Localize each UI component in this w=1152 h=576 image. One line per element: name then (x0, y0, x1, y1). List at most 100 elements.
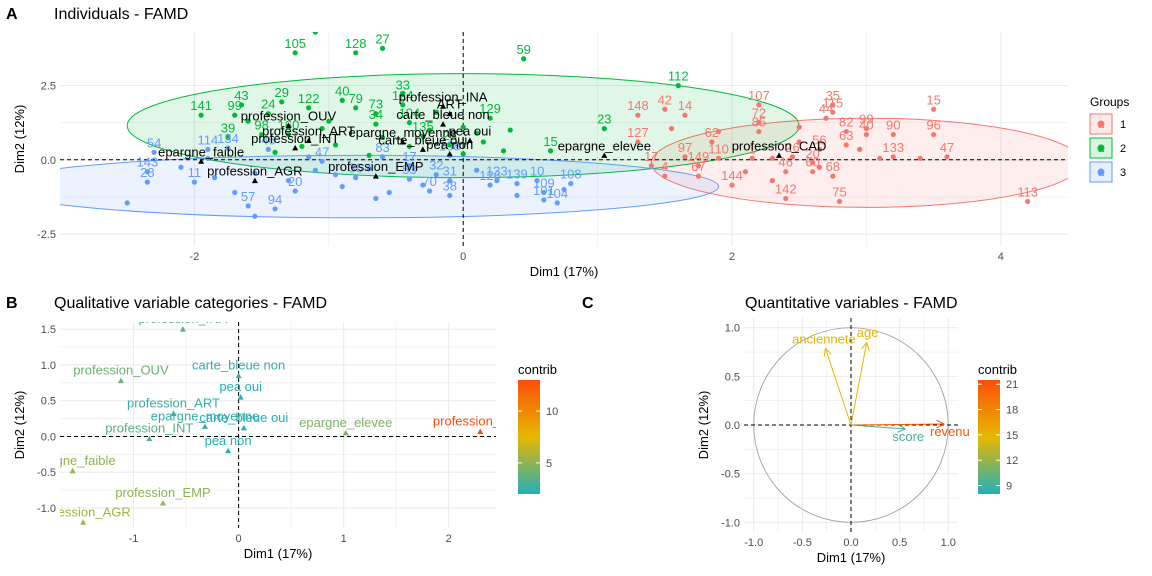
groups-legend-label: 2 (1120, 143, 1126, 155)
qualitative-legend-bar (518, 380, 540, 494)
group-3-point (406, 163, 413, 169)
group-2-point-label: 27 (375, 31, 389, 46)
quantitative-legend-tick-label: 18 (1006, 405, 1018, 417)
group-3-point-label: 53 (402, 162, 416, 177)
group-2-point (474, 130, 480, 136)
group-2-point (427, 127, 433, 133)
qualitative-legend-tick-label: 10 (546, 406, 558, 418)
group-1-point-label: 99 (859, 112, 873, 127)
group-2-point (433, 109, 439, 115)
group-3-point (232, 189, 238, 196)
group-3-point (541, 189, 547, 196)
group-3-point-label: 108 (439, 138, 461, 153)
group-3-point (427, 188, 433, 194)
group-1-point (756, 102, 762, 108)
category-label: carte_bleue oui (378, 132, 467, 147)
group-1-point-label: 63 (839, 128, 853, 143)
category-label: profession_INA (138, 314, 227, 326)
group-3-point-label: 83 (375, 140, 389, 155)
category-point (235, 372, 242, 379)
category-label: profession_INT (105, 421, 193, 436)
group-3-point (265, 146, 271, 153)
quantitative-y-tick-label: 0.0 (725, 420, 740, 432)
group-3-point (272, 206, 278, 212)
group-1-ellipse (650, 117, 1068, 208)
group-1-point-label: 115 (822, 95, 843, 110)
category-point (440, 121, 447, 127)
group-3-point (447, 192, 453, 199)
group-1-point (877, 155, 883, 161)
group-1-point-label: 149 (688, 149, 710, 164)
group-2-point-label: 79 (348, 91, 362, 106)
panel-c-title: Quantitative variables - FAMD (745, 295, 958, 312)
group-1-point (796, 139, 802, 145)
group-1-point (863, 125, 870, 132)
group-2-point-label: 105 (284, 36, 306, 51)
groups-legend-title: Groups (1090, 95, 1129, 109)
group-2-point (601, 125, 607, 132)
group-3-point-label: 139 (506, 167, 528, 182)
group-1-point-label: 107 (748, 88, 770, 103)
group-1-point (695, 173, 702, 179)
group-2-point (299, 143, 305, 150)
group-3-point (541, 197, 547, 203)
quantitative-legend-tick-label: 9 (1006, 481, 1012, 493)
group-3-point-label: 54 (147, 135, 161, 150)
group-3-point-label: 70 (422, 174, 436, 189)
group-2-point (353, 50, 359, 56)
category-label: profession_EMP (115, 485, 210, 500)
individuals-x-axis-label: Dim1 (17%) (530, 264, 599, 279)
group-3-point-label: 109 (533, 176, 555, 191)
group-3-point-label: 133 (486, 164, 508, 179)
category-label: ART (437, 97, 463, 112)
group-2-point (285, 131, 292, 138)
qualitative-y-tick-label: 0.5 (41, 396, 56, 408)
group-2-point (487, 115, 493, 121)
group-3-point-label: 57 (241, 189, 255, 204)
quantitative-legend-tick-label: 21 (1006, 379, 1018, 391)
group-1-point (931, 106, 937, 112)
group-1-point (682, 112, 688, 118)
group-3-point-label: 38 (443, 178, 457, 193)
group-1-point-label: 15 (926, 92, 940, 107)
group-2-point (366, 152, 372, 158)
group-2-point (232, 112, 238, 118)
groups-legend-key-point (1097, 120, 1105, 128)
groups-legend-key-point (1097, 168, 1105, 176)
group-3-point (252, 170, 258, 176)
group-3-point (366, 166, 372, 172)
qualitative-x-tick-label: 1 (341, 533, 347, 545)
category-label: epargne_moyenne (151, 408, 259, 423)
group-2-point (326, 118, 332, 124)
group-1-point-label: 75 (832, 184, 846, 199)
category-point (446, 110, 453, 117)
group-3-point-label: 94 (268, 192, 282, 207)
group-2-point (245, 118, 251, 124)
qualitative-chart: -1 0 1 2 -1.0 -0.5 0.0 0.5 1.0 1.5 Dim1 (17%) Dim2 … (0, 314, 580, 576)
category-point (117, 377, 124, 384)
group-3-point-label: 11 (188, 165, 202, 180)
category-label: pea oui (219, 379, 262, 394)
category-point (237, 394, 244, 400)
group-3-point (487, 182, 493, 188)
group-3-point (353, 175, 359, 181)
category-point (305, 137, 312, 143)
group-1-point-label: 44 (819, 101, 833, 116)
group-2-point (480, 139, 486, 145)
group-1-point-label: 26 (785, 140, 799, 155)
group-2-point (198, 112, 204, 118)
category-point (372, 173, 379, 179)
group-3-point-label: 47 (315, 144, 329, 159)
group-3-point-label: 20 (288, 174, 302, 189)
group-3-point-label: 114 (197, 132, 218, 147)
group-3-point-label: 126 (479, 168, 501, 183)
group-3-point (252, 213, 258, 219)
group-3-point (447, 178, 453, 184)
group-1-point (823, 115, 829, 121)
qualitative-y-axis-label: Dim2 (12%) (12, 391, 27, 460)
category-label: carte_bleue non (396, 107, 489, 122)
group-3-point (373, 195, 379, 202)
category-point (146, 435, 153, 442)
quantitative-x-tick-label: 1.0 (941, 537, 956, 549)
quantitative-y-axis-label: Dim2 (12%) (696, 391, 711, 460)
